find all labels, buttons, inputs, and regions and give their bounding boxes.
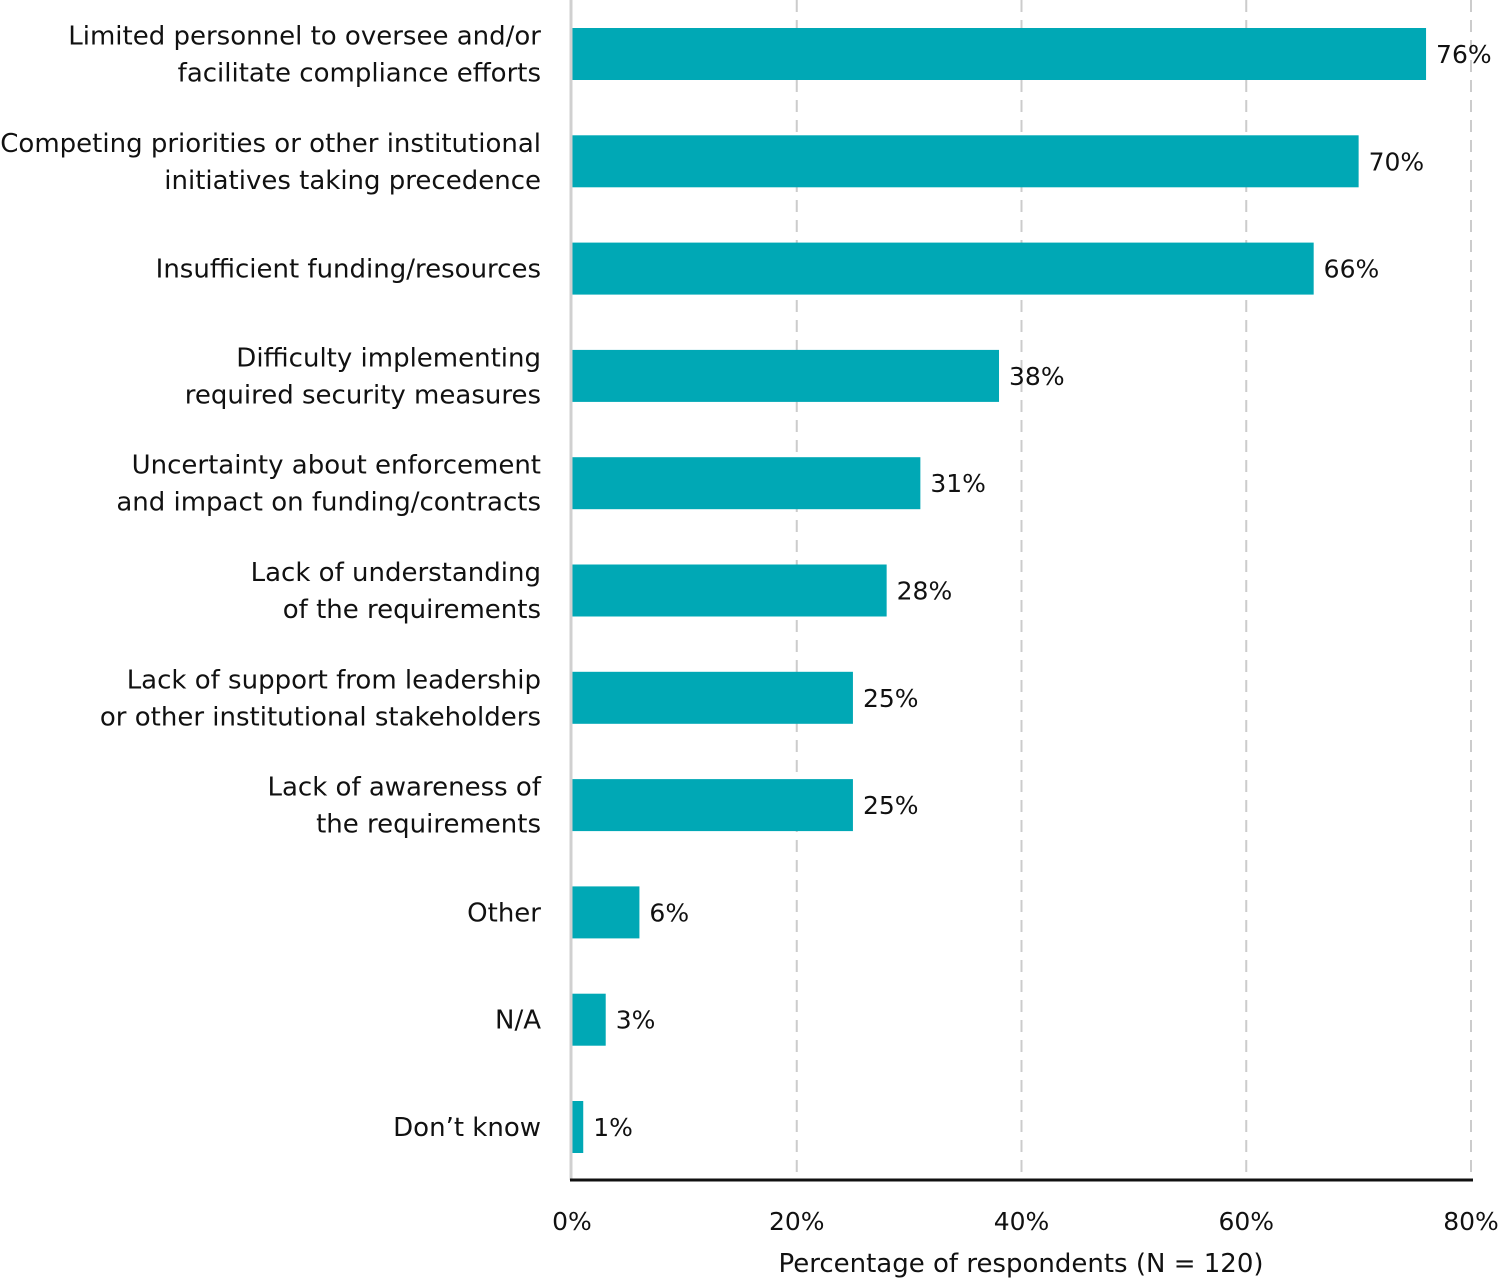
category-label-line: facilitate compliance efforts: [178, 59, 541, 89]
category-label-line: Difficulty implementing: [236, 343, 541, 373]
x-tick-label-20: 20%: [769, 1207, 825, 1236]
category-label-line: required security measures: [185, 380, 541, 410]
category-label-line: Uncertainty about enforcement: [132, 451, 541, 481]
bar-8: [572, 886, 640, 939]
category-labels: Limited personnel to oversee and/or facil…: [0, 22, 542, 1144]
category-label-line: Competing priorities or other institutio…: [0, 129, 541, 159]
category-label-line: Don’t know: [393, 1113, 541, 1143]
category-label-2: Insufficient funding/resources: [156, 255, 541, 285]
category-label-line: and impact on funding/contracts: [116, 488, 541, 518]
category-label-7: Lack of awareness of the requirements: [268, 773, 542, 840]
bar-5: [572, 564, 887, 617]
category-label-line: Insufficient funding/resources: [156, 255, 541, 285]
x-tick-label-0: 0%: [552, 1207, 592, 1236]
category-label-line: the requirements: [316, 810, 541, 840]
x-axis-title: Percentage of respondents (N = 120): [778, 1249, 1263, 1279]
bar-2: [572, 242, 1314, 295]
category-label-line: of the requirements: [283, 595, 541, 625]
value-label-0: 76%: [1436, 40, 1492, 69]
category-label-4: Uncertainty about enforcement and impact …: [116, 451, 541, 518]
category-label-line: initiatives taking precedence: [164, 166, 541, 196]
bar-10: [572, 1101, 584, 1153]
value-label-9: 3%: [616, 1006, 656, 1035]
value-labels: 76% 70% 66% 38% 31% 28% 25% 25% 6% 3% 1%: [593, 40, 1491, 1142]
bar-6: [572, 671, 853, 724]
value-label-7: 25%: [863, 791, 919, 820]
category-label-6: Lack of support from leadership or other …: [100, 665, 541, 732]
value-label-8: 6%: [649, 898, 689, 927]
bar-7: [572, 779, 853, 832]
x-tick-label-60: 60%: [1218, 1207, 1274, 1236]
category-label-line: Lack of awareness of: [268, 773, 542, 803]
value-label-4: 31%: [930, 469, 986, 498]
x-tick-labels: 0% 20% 40% 60% 80%: [552, 1207, 1499, 1236]
category-label-line: N/A: [495, 1006, 541, 1036]
category-label-10: Don’t know: [393, 1113, 541, 1143]
value-label-10: 1%: [593, 1113, 633, 1142]
category-label-8: Other: [467, 898, 541, 928]
bar-9: [572, 993, 606, 1046]
category-label-3: Difficulty implementing required security…: [185, 343, 541, 410]
bars: [572, 28, 1427, 1153]
bar-1: [572, 135, 1359, 188]
value-label-6: 25%: [863, 684, 919, 713]
bar-0: [572, 28, 1427, 80]
category-label-line: Lack of support from leadership: [127, 665, 541, 695]
bar-4: [572, 457, 921, 510]
category-label-5: Lack of understanding of the requirements: [251, 558, 541, 625]
axes: [569, 0, 1473, 1182]
category-label-line: or other institutional stakeholders: [100, 702, 541, 732]
category-label-line: Limited personnel to oversee and/or: [68, 22, 541, 52]
value-label-5: 28%: [897, 577, 953, 606]
category-label-9: N/A: [495, 1006, 541, 1036]
value-label-2: 66%: [1324, 255, 1380, 284]
value-label-3: 38%: [1009, 362, 1065, 391]
bar-3: [572, 349, 1000, 402]
category-label-0: Limited personnel to oversee and/or facil…: [68, 22, 541, 89]
category-label-1: Competing priorities or other institutio…: [0, 129, 541, 196]
value-label-1: 70%: [1369, 147, 1425, 176]
x-tick-label-40: 40%: [994, 1207, 1050, 1236]
x-tick-label-80: 80%: [1443, 1207, 1499, 1236]
category-label-line: Lack of understanding: [251, 558, 541, 588]
category-label-line: Other: [467, 898, 541, 928]
